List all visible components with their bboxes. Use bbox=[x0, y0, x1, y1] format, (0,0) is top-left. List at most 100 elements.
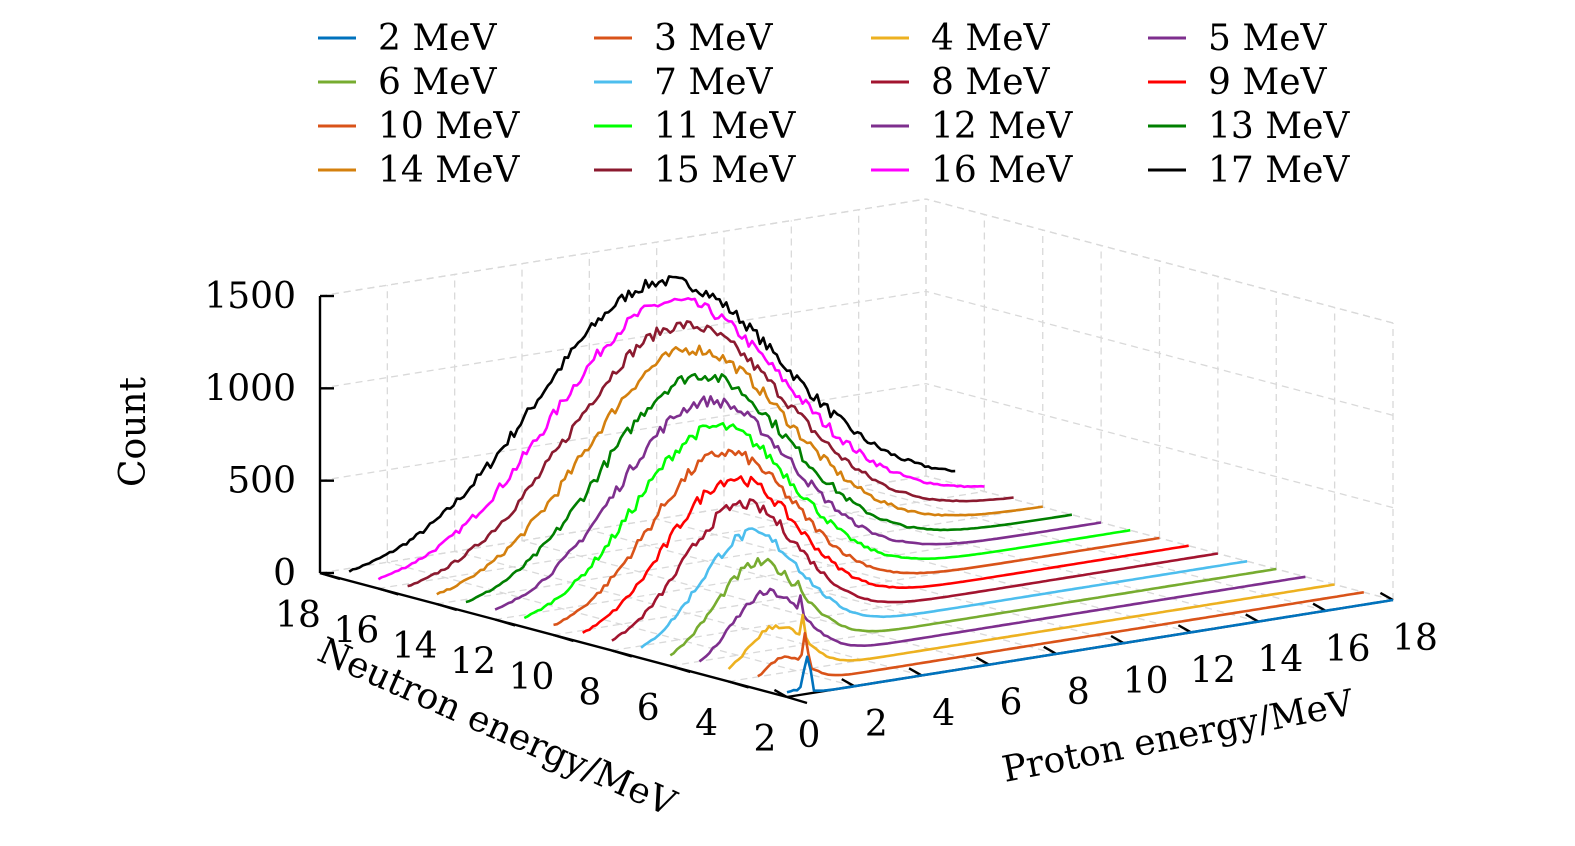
series-line-10-mev bbox=[553, 448, 1160, 627]
legend-entry-4-mev: 4 MeV bbox=[871, 18, 1051, 59]
series-line-3-mev bbox=[757, 591, 1364, 678]
x-tick bbox=[1245, 613, 1259, 623]
z-axis-label: Count bbox=[113, 376, 154, 487]
x-tick bbox=[1043, 645, 1057, 655]
series-line-16-mev bbox=[377, 297, 985, 581]
series-line-5-mev bbox=[698, 575, 1306, 663]
legend-entry-16-mev: 16 MeV bbox=[871, 150, 1073, 191]
x-tick-label: 10 bbox=[1123, 661, 1169, 702]
x-tick bbox=[975, 656, 990, 666]
y-tick bbox=[494, 618, 516, 627]
x-tick bbox=[908, 667, 923, 677]
series-line-9-mev bbox=[582, 475, 1189, 634]
legend-label: 13 MeV bbox=[1208, 106, 1350, 147]
y-tick-label: 6 bbox=[637, 688, 660, 729]
y-tick bbox=[611, 649, 633, 658]
series-lines bbox=[348, 275, 1394, 694]
series-line-14-mev bbox=[436, 344, 1043, 596]
legend-label: 7 MeV bbox=[654, 62, 774, 103]
series-line-15-mev bbox=[407, 320, 1014, 588]
legend-entry-14-mev: 14 MeV bbox=[318, 150, 520, 191]
x-tick-label: 16 bbox=[1325, 629, 1371, 670]
x-axis-label: Proton energy/MeV bbox=[999, 682, 1358, 790]
legend-entry-8-mev: 8 MeV bbox=[871, 62, 1051, 103]
y-tick bbox=[378, 587, 399, 596]
z-tick-label: 1500 bbox=[204, 276, 296, 317]
x-tick bbox=[773, 688, 788, 699]
y-tick bbox=[728, 680, 749, 689]
grid bbox=[319, 198, 1394, 698]
x-tick-label: 4 bbox=[932, 693, 955, 734]
y-tick bbox=[669, 664, 691, 674]
sidewall-gridline bbox=[925, 198, 1394, 324]
z-tick-label: 1000 bbox=[204, 368, 296, 409]
sidewall-gridline bbox=[925, 383, 1394, 509]
series-line-4-mev bbox=[727, 583, 1335, 670]
y-tick bbox=[786, 695, 808, 705]
legend-label: 4 MeV bbox=[931, 18, 1051, 59]
x-tick bbox=[841, 678, 855, 688]
legend-label: 2 MeV bbox=[378, 18, 498, 59]
floor-gridline bbox=[553, 537, 1160, 636]
series-line-7-mev bbox=[640, 527, 1248, 649]
legend-label: 16 MeV bbox=[931, 150, 1073, 191]
floor-gridline bbox=[387, 561, 855, 687]
legend-entry-12-mev: 12 MeV bbox=[871, 106, 1073, 147]
series-line-2-mev bbox=[786, 598, 1394, 694]
legend-entry-9-mev: 9 MeV bbox=[1148, 62, 1328, 103]
legend-label: 6 MeV bbox=[378, 62, 498, 103]
legend: 2 MeV 3 MeV 4 MeV 5 MeV 6 MeV 7 MeV 8 MeV 9 MeV… bbox=[318, 18, 1350, 191]
x-tick bbox=[1379, 591, 1394, 602]
x-tick-label: 12 bbox=[1190, 650, 1236, 691]
legend-entry-7-mev: 7 MeV bbox=[594, 62, 774, 103]
y-tick bbox=[553, 633, 574, 643]
legend-label: 10 MeV bbox=[378, 106, 520, 147]
legend-label: 3 MeV bbox=[654, 18, 774, 59]
legend-entry-2-mev: 2 MeV bbox=[318, 18, 498, 59]
tick-labels: 0 2 4 6 8 10 12 14 16 182468101214161805001000150… bbox=[204, 276, 1438, 760]
legend-entry-11-mev: 11 MeV bbox=[594, 106, 796, 147]
legend-label: 5 MeV bbox=[1208, 18, 1328, 59]
y-tick-label: 8 bbox=[578, 673, 601, 714]
legend-entry-6-mev: 6 MeV bbox=[318, 62, 498, 103]
series-line-6-mev bbox=[669, 557, 1277, 657]
legend-label: 12 MeV bbox=[931, 106, 1073, 147]
series-line-13-mev bbox=[465, 372, 1073, 604]
backwall-gridline bbox=[319, 475, 927, 574]
legend-entry-3-mev: 3 MeV bbox=[594, 18, 774, 59]
x-tick-label: 2 bbox=[865, 704, 888, 745]
x-tick-label: 18 bbox=[1392, 618, 1438, 659]
y-tick-label: 14 bbox=[392, 626, 438, 667]
y-tick-label: 4 bbox=[695, 704, 718, 745]
series-line-11-mev bbox=[523, 422, 1131, 620]
legend-entry-10-mev: 10 MeV bbox=[318, 106, 520, 147]
y-tick-label: 18 bbox=[275, 595, 321, 636]
y-tick-label: 10 bbox=[509, 657, 555, 698]
legend-label: 15 MeV bbox=[654, 150, 796, 191]
y-tick bbox=[436, 602, 458, 612]
x-tick-label: 8 bbox=[1067, 672, 1090, 713]
x-tick bbox=[1177, 624, 1192, 634]
z-tick-label: 0 bbox=[273, 553, 296, 594]
floor-gridline bbox=[436, 506, 1043, 605]
y-tick-label: 12 bbox=[450, 642, 496, 683]
y-tick-label: 2 bbox=[754, 719, 777, 760]
x-tick-label: 14 bbox=[1257, 640, 1303, 681]
legend-entry-5-mev: 5 MeV bbox=[1148, 18, 1328, 59]
backwall-gridline bbox=[319, 198, 927, 297]
legend-entry-15-mev: 15 MeV bbox=[594, 150, 796, 191]
sidewall-gridline bbox=[925, 290, 1394, 416]
legend-label: 14 MeV bbox=[378, 150, 520, 191]
legend-entry-13-mev: 13 MeV bbox=[1148, 106, 1350, 147]
series-line-12-mev bbox=[494, 395, 1102, 611]
legend-label: 11 MeV bbox=[654, 106, 796, 147]
x-tick-label: 0 bbox=[798, 715, 821, 756]
legend-label: 17 MeV bbox=[1208, 150, 1350, 191]
backwall-gridline bbox=[319, 290, 927, 389]
x-tick-label: 6 bbox=[1000, 683, 1023, 724]
series-line-8-mev bbox=[611, 498, 1219, 642]
y-tick-label: 16 bbox=[333, 611, 379, 652]
legend-label: 8 MeV bbox=[931, 62, 1051, 103]
y-axis-label: Neutron energy/MeV bbox=[312, 630, 683, 825]
